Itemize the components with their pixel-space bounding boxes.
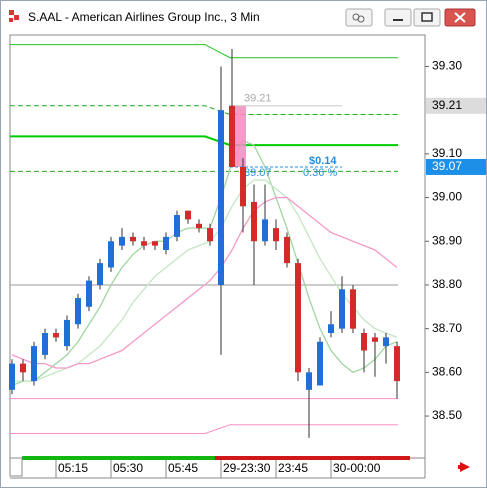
measure-change: $0.14 [309,155,337,167]
candle-body [361,333,367,351]
candle-body [295,263,301,373]
x-tick-label: 23:45 [278,461,308,475]
candle-body [207,228,213,242]
app-icon [9,10,19,22]
candle-body [339,289,345,329]
price-marker [426,158,486,175]
candle-body [218,110,224,285]
x-tick-label: 30-00:00 [333,461,381,475]
y-tick-label: 38.80 [432,277,462,291]
candle-body [119,236,125,246]
price-marker [426,97,486,114]
candle-body [152,241,158,246]
candle-body [130,236,136,242]
y-tick-label: 38.70 [432,321,462,335]
level-line [10,424,398,435]
candle-body [141,241,147,246]
minimize-button[interactable] [384,8,412,27]
candle-body [86,280,92,307]
x-tick-label: 05:30 [113,461,143,475]
x-tick-label: 05:45 [168,461,198,475]
measure-percent: 0.36 % [303,167,337,179]
measure-label: 39.07 [244,167,272,179]
level-line [10,105,398,116]
scroll-thumb[interactable] [9,457,23,477]
level-line [10,135,398,147]
candle-body [174,215,180,237]
candle-body [317,341,323,386]
maximize-button[interactable] [413,8,441,27]
candle-body [328,324,334,334]
y-tick-label: 38.50 [432,408,462,422]
candle-body [251,201,257,242]
y-tick-label: 39.10 [432,146,462,160]
moving-average [11,139,398,387]
candle-body [383,337,389,347]
y-tick-label: 38.60 [432,365,462,379]
scroll-right-arrow[interactable] [458,462,470,472]
y-tick-label: 39.30 [432,59,462,73]
candle-body [53,333,59,338]
price-marker-label: 39.07 [432,159,462,173]
candle-body [372,337,378,342]
plot-area [9,34,426,459]
window-title: S.AAL - American Airlines Group Inc., 3 … [28,10,260,24]
candle-body [284,236,290,264]
candle-body [20,363,26,373]
x-tick-label: 29-23:30 [223,461,271,475]
measure-label: 39.21 [244,93,272,105]
x-tick-label: 05:15 [58,461,88,475]
candle-body [306,372,312,390]
candle-body [64,319,70,347]
candle-body [163,236,169,250]
candle-body [240,166,246,207]
candle-body [108,241,114,268]
candle-body [262,219,268,242]
level-line [10,44,398,59]
candle-body [9,363,15,390]
candle-body [229,105,235,167]
candle-body [97,263,103,285]
moving-average [11,196,398,369]
candle-body [196,223,202,229]
candle-body [42,333,48,355]
chart-layer: 39.21 39.07 $0.140.36 % 05:15 05:30 05:45 29-2… [9,44,486,478]
candle-body [31,346,37,382]
link-button[interactable] [345,8,373,27]
candle-body [350,289,356,329]
candle-body [75,298,81,325]
y-tick-label: 39.00 [432,190,462,204]
session-bar [22,456,215,460]
candle-body [185,210,191,220]
candle-body [273,228,279,242]
candle-body [394,346,400,382]
y-tick-label: 38.90 [432,233,462,247]
session-bar [215,456,410,460]
price-marker-label: 39.21 [432,98,462,112]
close-button[interactable] [444,8,476,27]
